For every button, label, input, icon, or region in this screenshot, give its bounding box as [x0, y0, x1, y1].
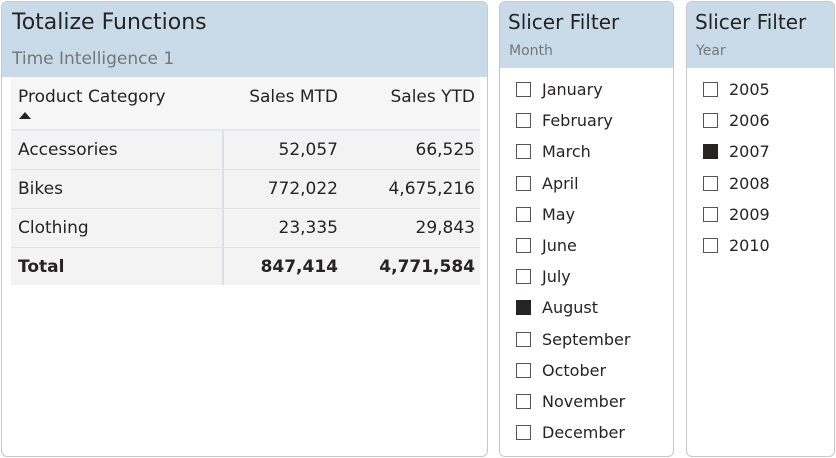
table-row: Clothing 23,335 29,843	[11, 209, 480, 248]
month-option[interactable]: March	[516, 136, 630, 167]
month-option[interactable]: October	[516, 355, 630, 386]
table-total-row: Total 847,414 4,771,584	[11, 248, 480, 285]
year-option-label: 2008	[729, 173, 770, 193]
checkbox-unchecked-icon[interactable]	[516, 206, 531, 222]
sales-mtd-cell: 52,057	[278, 140, 338, 160]
month-option[interactable]: December	[516, 417, 630, 448]
year-option-label: 2009	[729, 204, 770, 224]
checkbox-unchecked-icon[interactable]	[516, 362, 531, 378]
column-header-sales-ytd[interactable]: Sales YTD	[390, 87, 475, 107]
month-option-label: February	[542, 111, 613, 131]
year-option-label: 2010	[729, 236, 770, 256]
data-table: Product Category Sales MTD Sales YTD Acc…	[11, 77, 480, 285]
month-option[interactable]: January	[516, 74, 630, 105]
table-row: Bikes 772,022 4,675,216	[11, 170, 480, 209]
checkbox-unchecked-icon[interactable]	[703, 206, 718, 222]
year-slicer: Slicer Filter Year 2005 2006 2007 2008 2009 2…	[686, 1, 835, 457]
month-slicer-title: Slicer Filter	[508, 10, 620, 34]
month-slicer-items: January February March April May June July Augu…	[516, 74, 630, 448]
month-option-label: September	[542, 329, 631, 349]
sales-ytd-cell: 4,675,216	[388, 179, 475, 199]
sales-mtd-cell: 23,335	[278, 218, 338, 238]
checkbox-unchecked-icon[interactable]	[703, 175, 718, 191]
checkbox-unchecked-icon[interactable]	[516, 425, 531, 441]
total-sales-mtd: 847,414	[260, 257, 338, 277]
checkbox-checked-icon[interactable]	[703, 144, 718, 160]
column-header-product-category[interactable]: Product Category	[18, 87, 166, 107]
month-option[interactable]: July	[516, 261, 630, 292]
table-row: Accessories 52,057 66,525	[11, 131, 480, 170]
year-option[interactable]: 2006	[703, 105, 770, 136]
checkbox-unchecked-icon[interactable]	[703, 113, 718, 129]
month-slicer-field-label: Month	[509, 43, 553, 59]
month-option-label: December	[542, 423, 625, 443]
month-option[interactable]: September	[516, 324, 630, 355]
checkbox-unchecked-icon[interactable]	[516, 238, 531, 254]
sales-ytd-cell: 66,525	[415, 140, 475, 160]
month-option-label: August	[542, 298, 598, 318]
month-option[interactable]: June	[516, 230, 630, 261]
month-option-label: October	[542, 360, 607, 380]
checkbox-unchecked-icon[interactable]	[516, 393, 531, 409]
sales-mtd-cell: 772,022	[267, 179, 338, 199]
year-slicer-header: Slicer Filter Year	[687, 2, 834, 68]
month-option-label: June	[542, 236, 577, 256]
checkbox-unchecked-icon[interactable]	[516, 113, 531, 129]
total-label: Total	[11, 248, 224, 285]
checkbox-unchecked-icon[interactable]	[703, 82, 718, 98]
checkbox-unchecked-icon[interactable]	[516, 82, 531, 98]
month-option-label: January	[542, 80, 603, 100]
month-slicer: Slicer Filter Month January February March…	[499, 1, 674, 457]
category-cell: Clothing	[11, 209, 224, 247]
table-title: Totalize Functions	[12, 10, 207, 35]
month-option[interactable]: August	[516, 292, 630, 323]
year-option-label: 2006	[729, 111, 770, 131]
table-visual: Totalize Functions Time Intelligence 1 P…	[1, 1, 488, 457]
year-option[interactable]: 2009	[703, 199, 770, 230]
checkbox-unchecked-icon[interactable]	[703, 238, 718, 254]
category-cell: Bikes	[11, 170, 224, 208]
year-option-label: 2005	[729, 80, 770, 100]
checkbox-unchecked-icon[interactable]	[516, 331, 531, 347]
month-option[interactable]: April	[516, 168, 630, 199]
month-option[interactable]: May	[516, 199, 630, 230]
checkbox-unchecked-icon[interactable]	[516, 175, 531, 191]
total-sales-ytd: 4,771,584	[379, 257, 475, 277]
table-subtitle: Time Intelligence 1	[12, 49, 175, 69]
month-option-label: May	[542, 204, 576, 224]
checkbox-unchecked-icon[interactable]	[516, 144, 531, 160]
year-option[interactable]: 2007	[703, 136, 770, 167]
year-option-label: 2007	[729, 142, 770, 162]
year-option[interactable]: 2008	[703, 168, 770, 199]
year-slicer-field-label: Year	[696, 43, 726, 59]
year-option[interactable]: 2010	[703, 230, 770, 261]
column-header-sales-mtd[interactable]: Sales MTD	[249, 87, 338, 107]
month-option[interactable]: November	[516, 386, 630, 417]
month-option-label: April	[542, 173, 579, 193]
month-option[interactable]: February	[516, 105, 630, 136]
checkbox-unchecked-icon[interactable]	[516, 269, 531, 285]
table-header-band: Totalize Functions Time Intelligence 1	[2, 2, 487, 77]
table-header-row: Product Category Sales MTD Sales YTD	[11, 77, 480, 131]
year-option[interactable]: 2005	[703, 74, 770, 105]
category-cell: Accessories	[11, 131, 224, 169]
month-option-label: March	[542, 142, 591, 162]
checkbox-checked-icon[interactable]	[516, 300, 531, 316]
month-option-label: July	[542, 267, 571, 287]
year-slicer-title: Slicer Filter	[695, 10, 807, 34]
sort-ascending-icon[interactable]	[19, 112, 31, 119]
month-option-label: November	[542, 391, 626, 411]
month-slicer-header: Slicer Filter Month	[500, 2, 673, 68]
year-slicer-items: 2005 2006 2007 2008 2009 2010	[703, 74, 770, 261]
sales-ytd-cell: 29,843	[415, 218, 475, 238]
